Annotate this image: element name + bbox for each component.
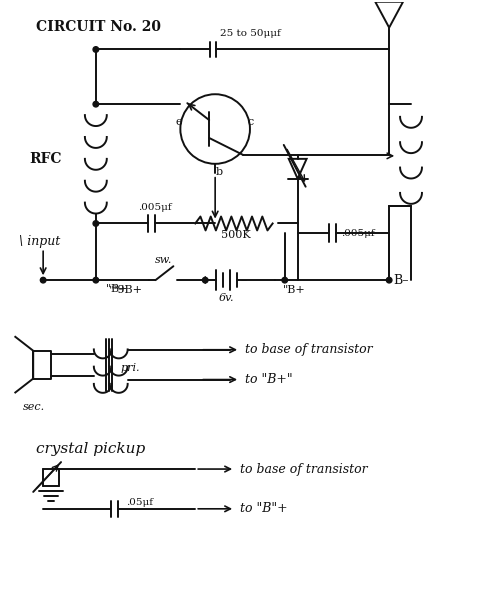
Text: sw.: sw. [155,255,172,265]
Text: pri.: pri. [121,362,140,373]
Text: to base of transistor: to base of transistor [240,462,368,476]
Circle shape [93,221,99,226]
Text: b: b [215,167,223,177]
Text: +: + [199,274,210,287]
Circle shape [386,278,392,283]
Text: ᵇ9B+: ᵇ9B+ [114,285,143,295]
Text: B+: B+ [111,284,128,294]
Circle shape [282,278,287,283]
Text: to base of transistor: to base of transistor [245,343,372,356]
Text: 6v.: 6v. [218,293,234,303]
Text: B–: B– [393,274,409,287]
Circle shape [202,278,208,283]
Circle shape [93,101,99,107]
Text: to "B+": to "B+" [245,373,293,386]
Text: "B+: "B+ [283,285,306,295]
Text: CIRCUIT No. 20: CIRCUIT No. 20 [36,20,161,34]
Text: .005μf: .005μf [341,229,375,238]
Text: 500K: 500K [221,231,251,240]
Text: crystal pickup: crystal pickup [36,442,145,456]
Text: 25 to 50μμf: 25 to 50μμf [220,29,281,38]
Text: to "B"+: to "B"+ [240,502,288,515]
Text: .05μf: .05μf [126,498,153,507]
Text: e: e [175,117,182,127]
Text: sec.: sec. [23,403,45,412]
Text: ": " [106,284,111,294]
Text: RFC: RFC [29,152,62,166]
Text: .005μf: .005μf [138,203,171,212]
Text: \ input: \ input [19,235,60,248]
Text: –: – [240,274,246,287]
Text: c: c [248,117,254,127]
Circle shape [93,47,99,52]
Circle shape [93,278,99,283]
Circle shape [41,278,46,283]
Text: ": " [109,285,114,294]
